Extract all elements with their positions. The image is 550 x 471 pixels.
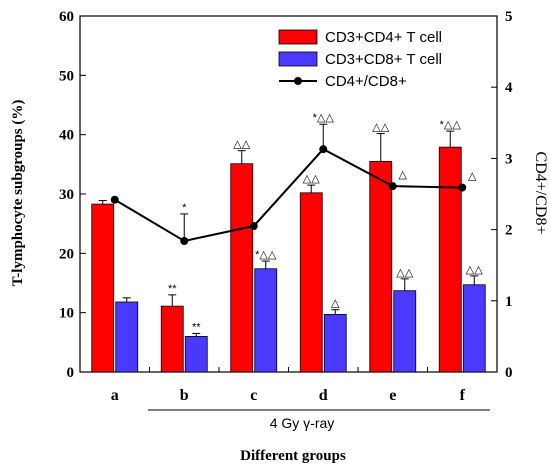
legend-swatch bbox=[278, 51, 318, 67]
x-tick-label: c bbox=[250, 387, 257, 404]
bar bbox=[299, 192, 323, 373]
y2-tick-label: 5 bbox=[505, 9, 513, 25]
plot-frame bbox=[79, 15, 498, 373]
y2-tick-label: 1 bbox=[505, 294, 513, 310]
y-tick-label: 10 bbox=[59, 306, 74, 322]
significance-label: △△ bbox=[233, 139, 250, 151]
legend-label: CD3+CD8+ T cell bbox=[325, 51, 442, 68]
x-tick-label: b bbox=[180, 387, 189, 404]
y2-tick-label: 2 bbox=[505, 223, 513, 239]
y-tick-label: 30 bbox=[59, 187, 74, 203]
y2-tick-label: 3 bbox=[505, 151, 513, 167]
y-tick-label: 0 bbox=[67, 365, 75, 381]
legend-marker-swatch bbox=[294, 77, 302, 85]
y2-tick-label: 4 bbox=[505, 80, 513, 96]
bar bbox=[438, 146, 462, 373]
significance-label: *△△ bbox=[440, 119, 462, 131]
ratio-point bbox=[319, 145, 328, 154]
bar bbox=[254, 268, 278, 373]
y-axis-title: T-lymphocyte subgroups (%) bbox=[10, 100, 26, 287]
ratio-significance-label: △ bbox=[399, 169, 408, 181]
ratio-line bbox=[114, 147, 463, 243]
bar bbox=[160, 305, 184, 373]
ratio-point bbox=[388, 182, 397, 191]
group-bracket-label: 4 Gy γ-ray bbox=[270, 415, 335, 431]
significance-label: △△ bbox=[303, 173, 320, 185]
bar bbox=[184, 335, 208, 373]
ratio-point bbox=[110, 195, 119, 204]
legend-label: CD3+CD4+ T cell bbox=[325, 29, 442, 46]
significance-label: ** bbox=[192, 321, 201, 333]
bar bbox=[115, 301, 139, 373]
significance-label: *△△ bbox=[255, 249, 277, 261]
x-axis-title: Different groups bbox=[240, 448, 346, 464]
bar bbox=[91, 203, 115, 373]
y-tick-label: 20 bbox=[59, 246, 74, 262]
significance-label: △△ bbox=[466, 264, 483, 276]
significance-label: △ bbox=[331, 298, 340, 310]
significance-label: ** bbox=[168, 283, 177, 295]
bar bbox=[393, 290, 417, 373]
y-tick-label: 60 bbox=[59, 9, 74, 25]
ratio-significance-label: △ bbox=[468, 171, 477, 183]
x-tick-label: a bbox=[111, 387, 119, 404]
ratio-point bbox=[249, 222, 258, 231]
x-tick-label: f bbox=[460, 387, 466, 404]
ratio-significance-label: *△△ bbox=[313, 112, 335, 124]
bar bbox=[323, 314, 347, 373]
y2-axis-title: CD4+/CD8+ bbox=[532, 152, 549, 235]
ratio-point bbox=[180, 236, 189, 245]
y2-tick-label: 0 bbox=[505, 365, 513, 381]
bar bbox=[369, 160, 393, 373]
bar bbox=[462, 284, 486, 373]
y-tick-label: 40 bbox=[59, 128, 74, 144]
legend-swatch bbox=[278, 29, 318, 45]
legend-label: CD4+/CD8+ bbox=[325, 73, 407, 90]
x-tick-label: e bbox=[389, 387, 396, 404]
x-tick-label: d bbox=[319, 387, 328, 404]
ratio-significance-label: * bbox=[182, 202, 187, 214]
ratio-point bbox=[458, 183, 467, 192]
bar bbox=[230, 163, 254, 373]
y-tick-label: 50 bbox=[59, 68, 74, 84]
significance-label: △△ bbox=[372, 121, 389, 133]
significance-label: △△ bbox=[396, 267, 413, 279]
